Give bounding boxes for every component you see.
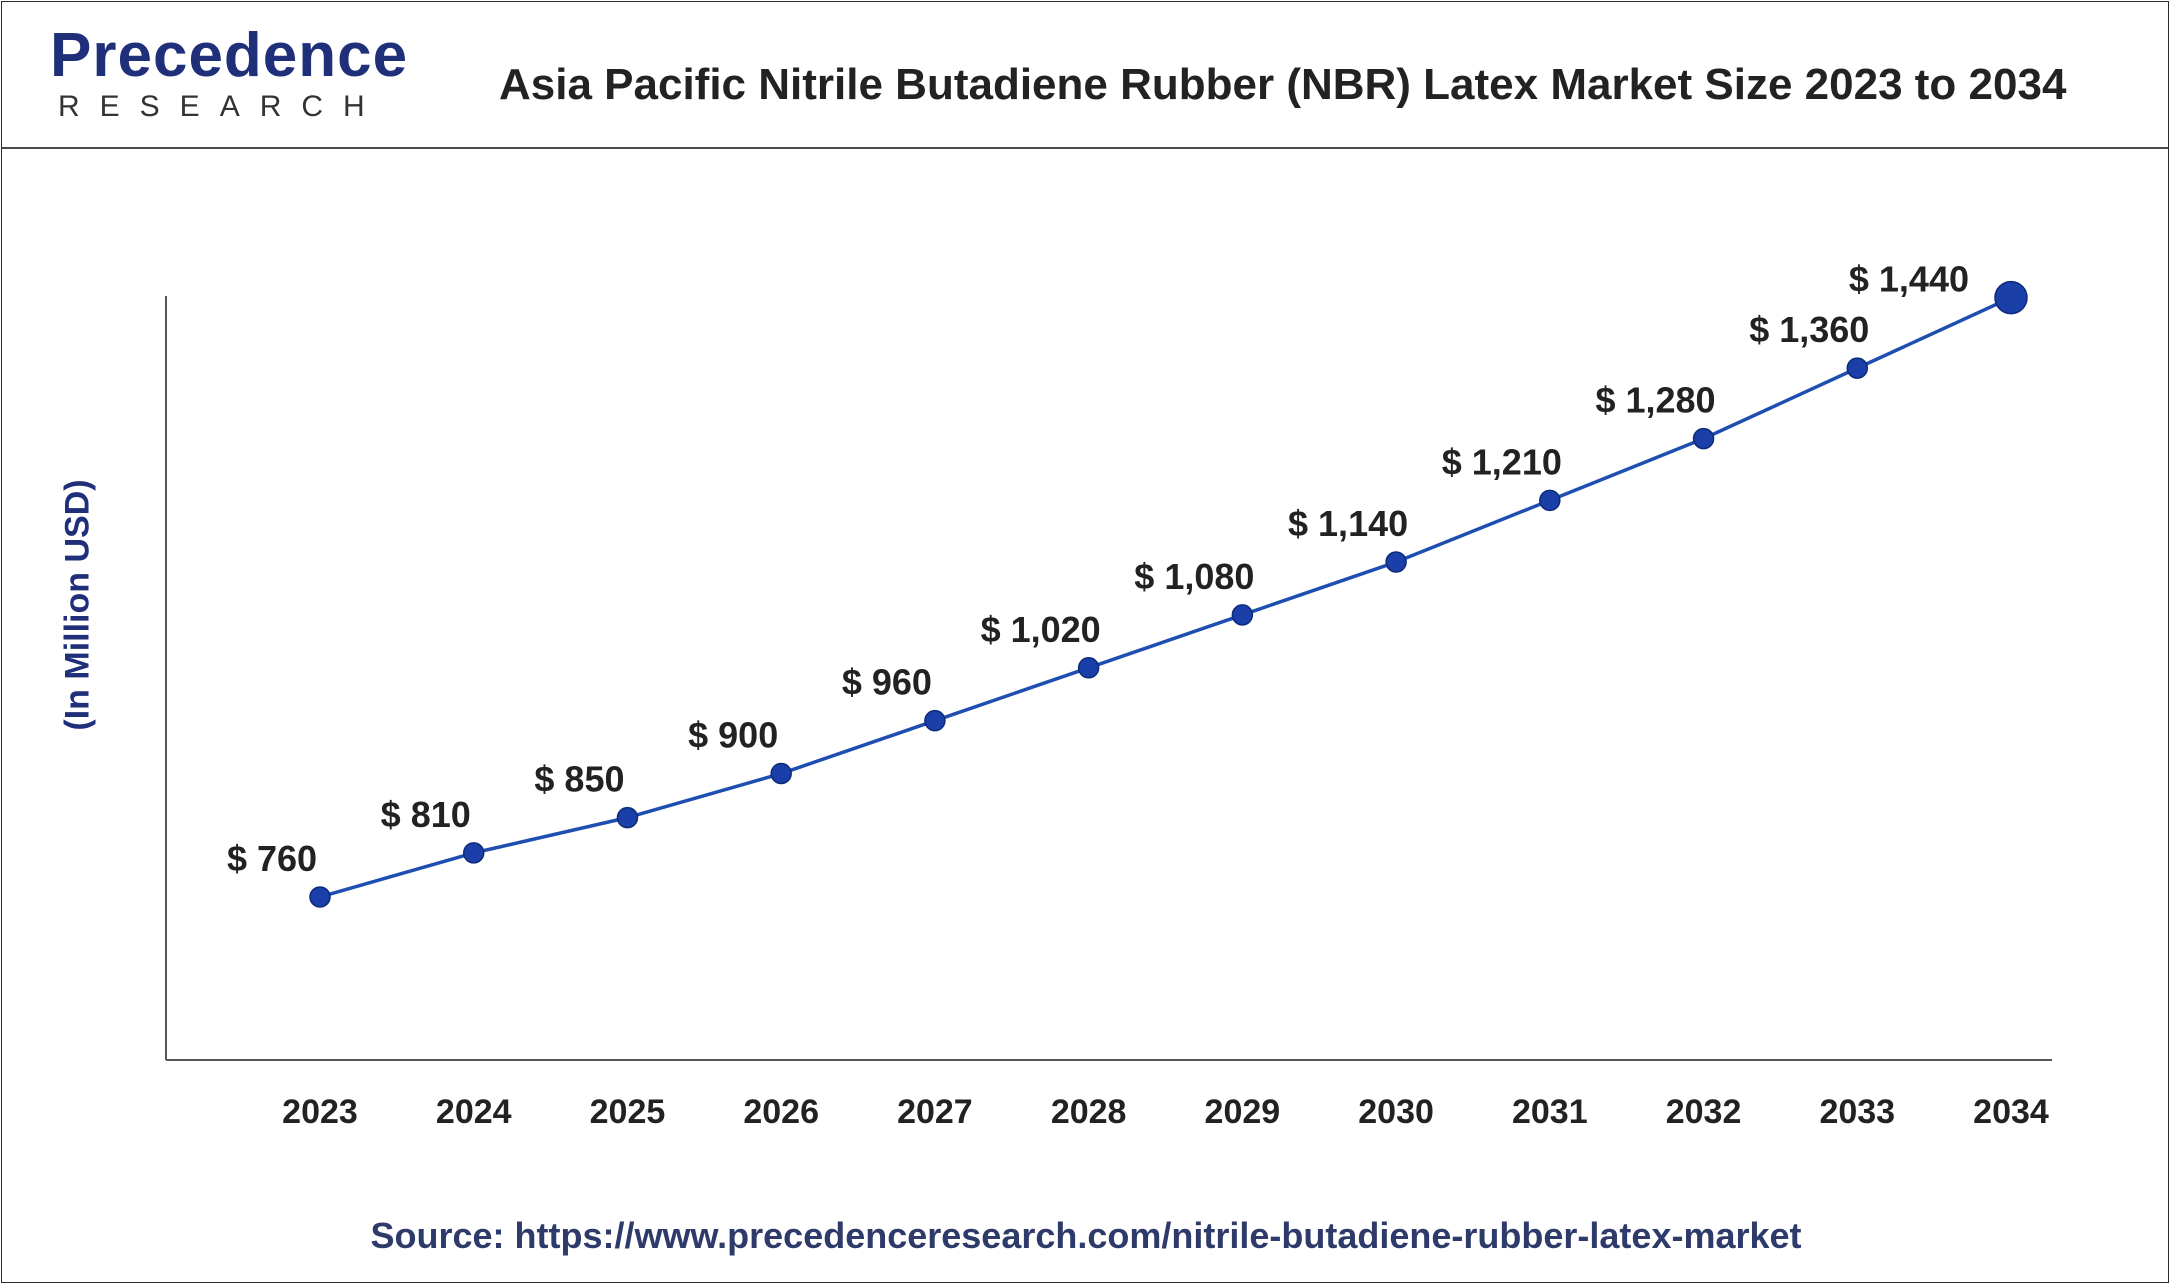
data-point — [462, 842, 485, 864]
data-point — [1231, 604, 1254, 626]
data-label: $ 1,280 — [1595, 380, 1715, 421]
data-point — [1692, 427, 1715, 450]
header: Precedence RESEARCH Asia Pacific Nitrile… — [2, 2, 2168, 149]
x-tick-label: 2033 — [1819, 1093, 1895, 1131]
x-tick-label: 2029 — [1205, 1093, 1281, 1131]
x-tick-label: 2023 — [282, 1093, 358, 1131]
x-tick-label: 2034 — [1973, 1093, 2049, 1131]
data-point — [1077, 657, 1100, 679]
data-label: $ 1,140 — [1288, 503, 1408, 544]
x-tick-label: 2032 — [1666, 1093, 1742, 1131]
logo-subtitle: RESEARCH — [58, 90, 385, 123]
x-tick-label: 2027 — [897, 1093, 973, 1131]
data-point — [1994, 280, 2028, 315]
x-tick-label: 2030 — [1358, 1093, 1434, 1131]
chart-title: Asia Pacific Nitrile Butadiene Rubber (N… — [499, 60, 2067, 109]
x-tick-label: 2028 — [1051, 1093, 1127, 1131]
series-line — [319, 296, 2012, 899]
source-note: Source: https://www.precedenceresearch.c… — [370, 1215, 1802, 1256]
x-tick-label: 2026 — [743, 1093, 819, 1131]
data-label: $ 1,020 — [981, 609, 1101, 650]
x-tick-label: 2031 — [1512, 1093, 1588, 1131]
data-point — [1846, 357, 1869, 379]
logo-wordmark: Precedence — [50, 21, 409, 90]
data-point — [1385, 551, 1407, 573]
data-label: $ 1,360 — [1749, 309, 1869, 350]
data-point — [770, 762, 792, 785]
data-label: $ 850 — [534, 759, 624, 800]
x-tick-label: 2025 — [590, 1093, 666, 1131]
data-label: $ 1,080 — [1134, 556, 1254, 597]
data-label: $ 900 — [688, 715, 778, 756]
data-label: $ 810 — [381, 794, 471, 835]
data-point — [309, 886, 331, 908]
logo: Precedence RESEARCH — [50, 20, 407, 130]
data-point — [924, 709, 946, 732]
data-point — [616, 806, 639, 829]
data-label: $ 1,440 — [1849, 259, 1969, 300]
data-label: $ 760 — [227, 838, 317, 879]
data-label: $ 1,210 — [1442, 441, 1562, 482]
data-point — [1539, 489, 1561, 512]
data-label: $ 960 — [842, 662, 932, 703]
x-tick-label: 2024 — [436, 1093, 512, 1131]
